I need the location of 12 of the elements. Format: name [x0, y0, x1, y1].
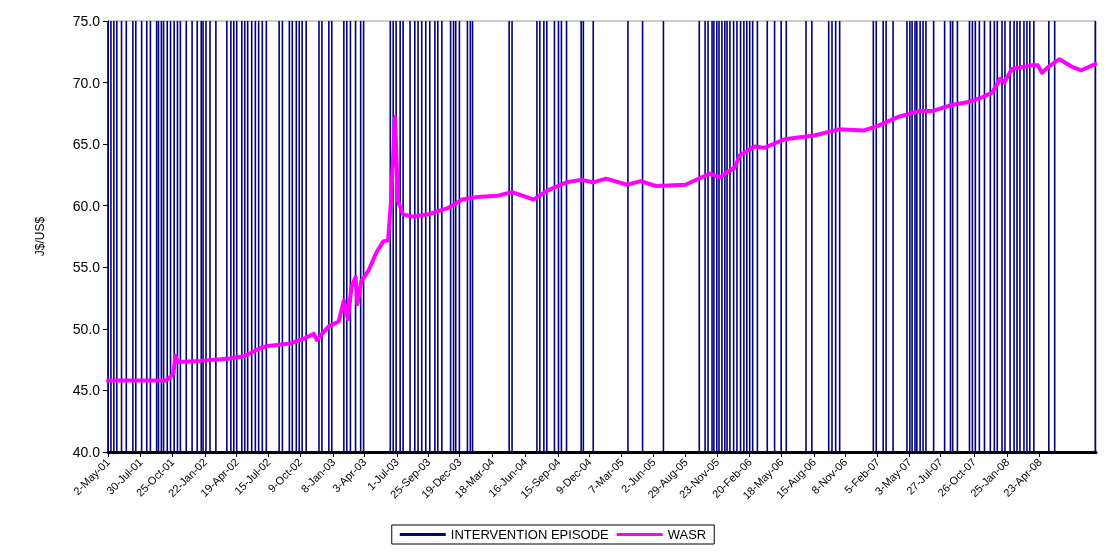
y-tick-label: 60.0: [72, 197, 101, 214]
y-tick-label: 40.0: [72, 444, 101, 460]
legend-label: WASR: [667, 527, 707, 542]
y-tick-label: 65.0: [72, 136, 101, 153]
legend-label: INTERVENTION EPISODE: [450, 527, 610, 542]
y-tick-label: 50.0: [72, 320, 101, 337]
y-tick-label: 45.0: [72, 382, 101, 399]
line-series: [106, 57, 1098, 383]
y-tick-label: 70.0: [72, 74, 101, 91]
y-tick-label: 55.0: [72, 259, 101, 276]
y-tick-label: 75.0: [72, 13, 101, 29]
y-axis-title: J$/US$: [33, 216, 47, 257]
